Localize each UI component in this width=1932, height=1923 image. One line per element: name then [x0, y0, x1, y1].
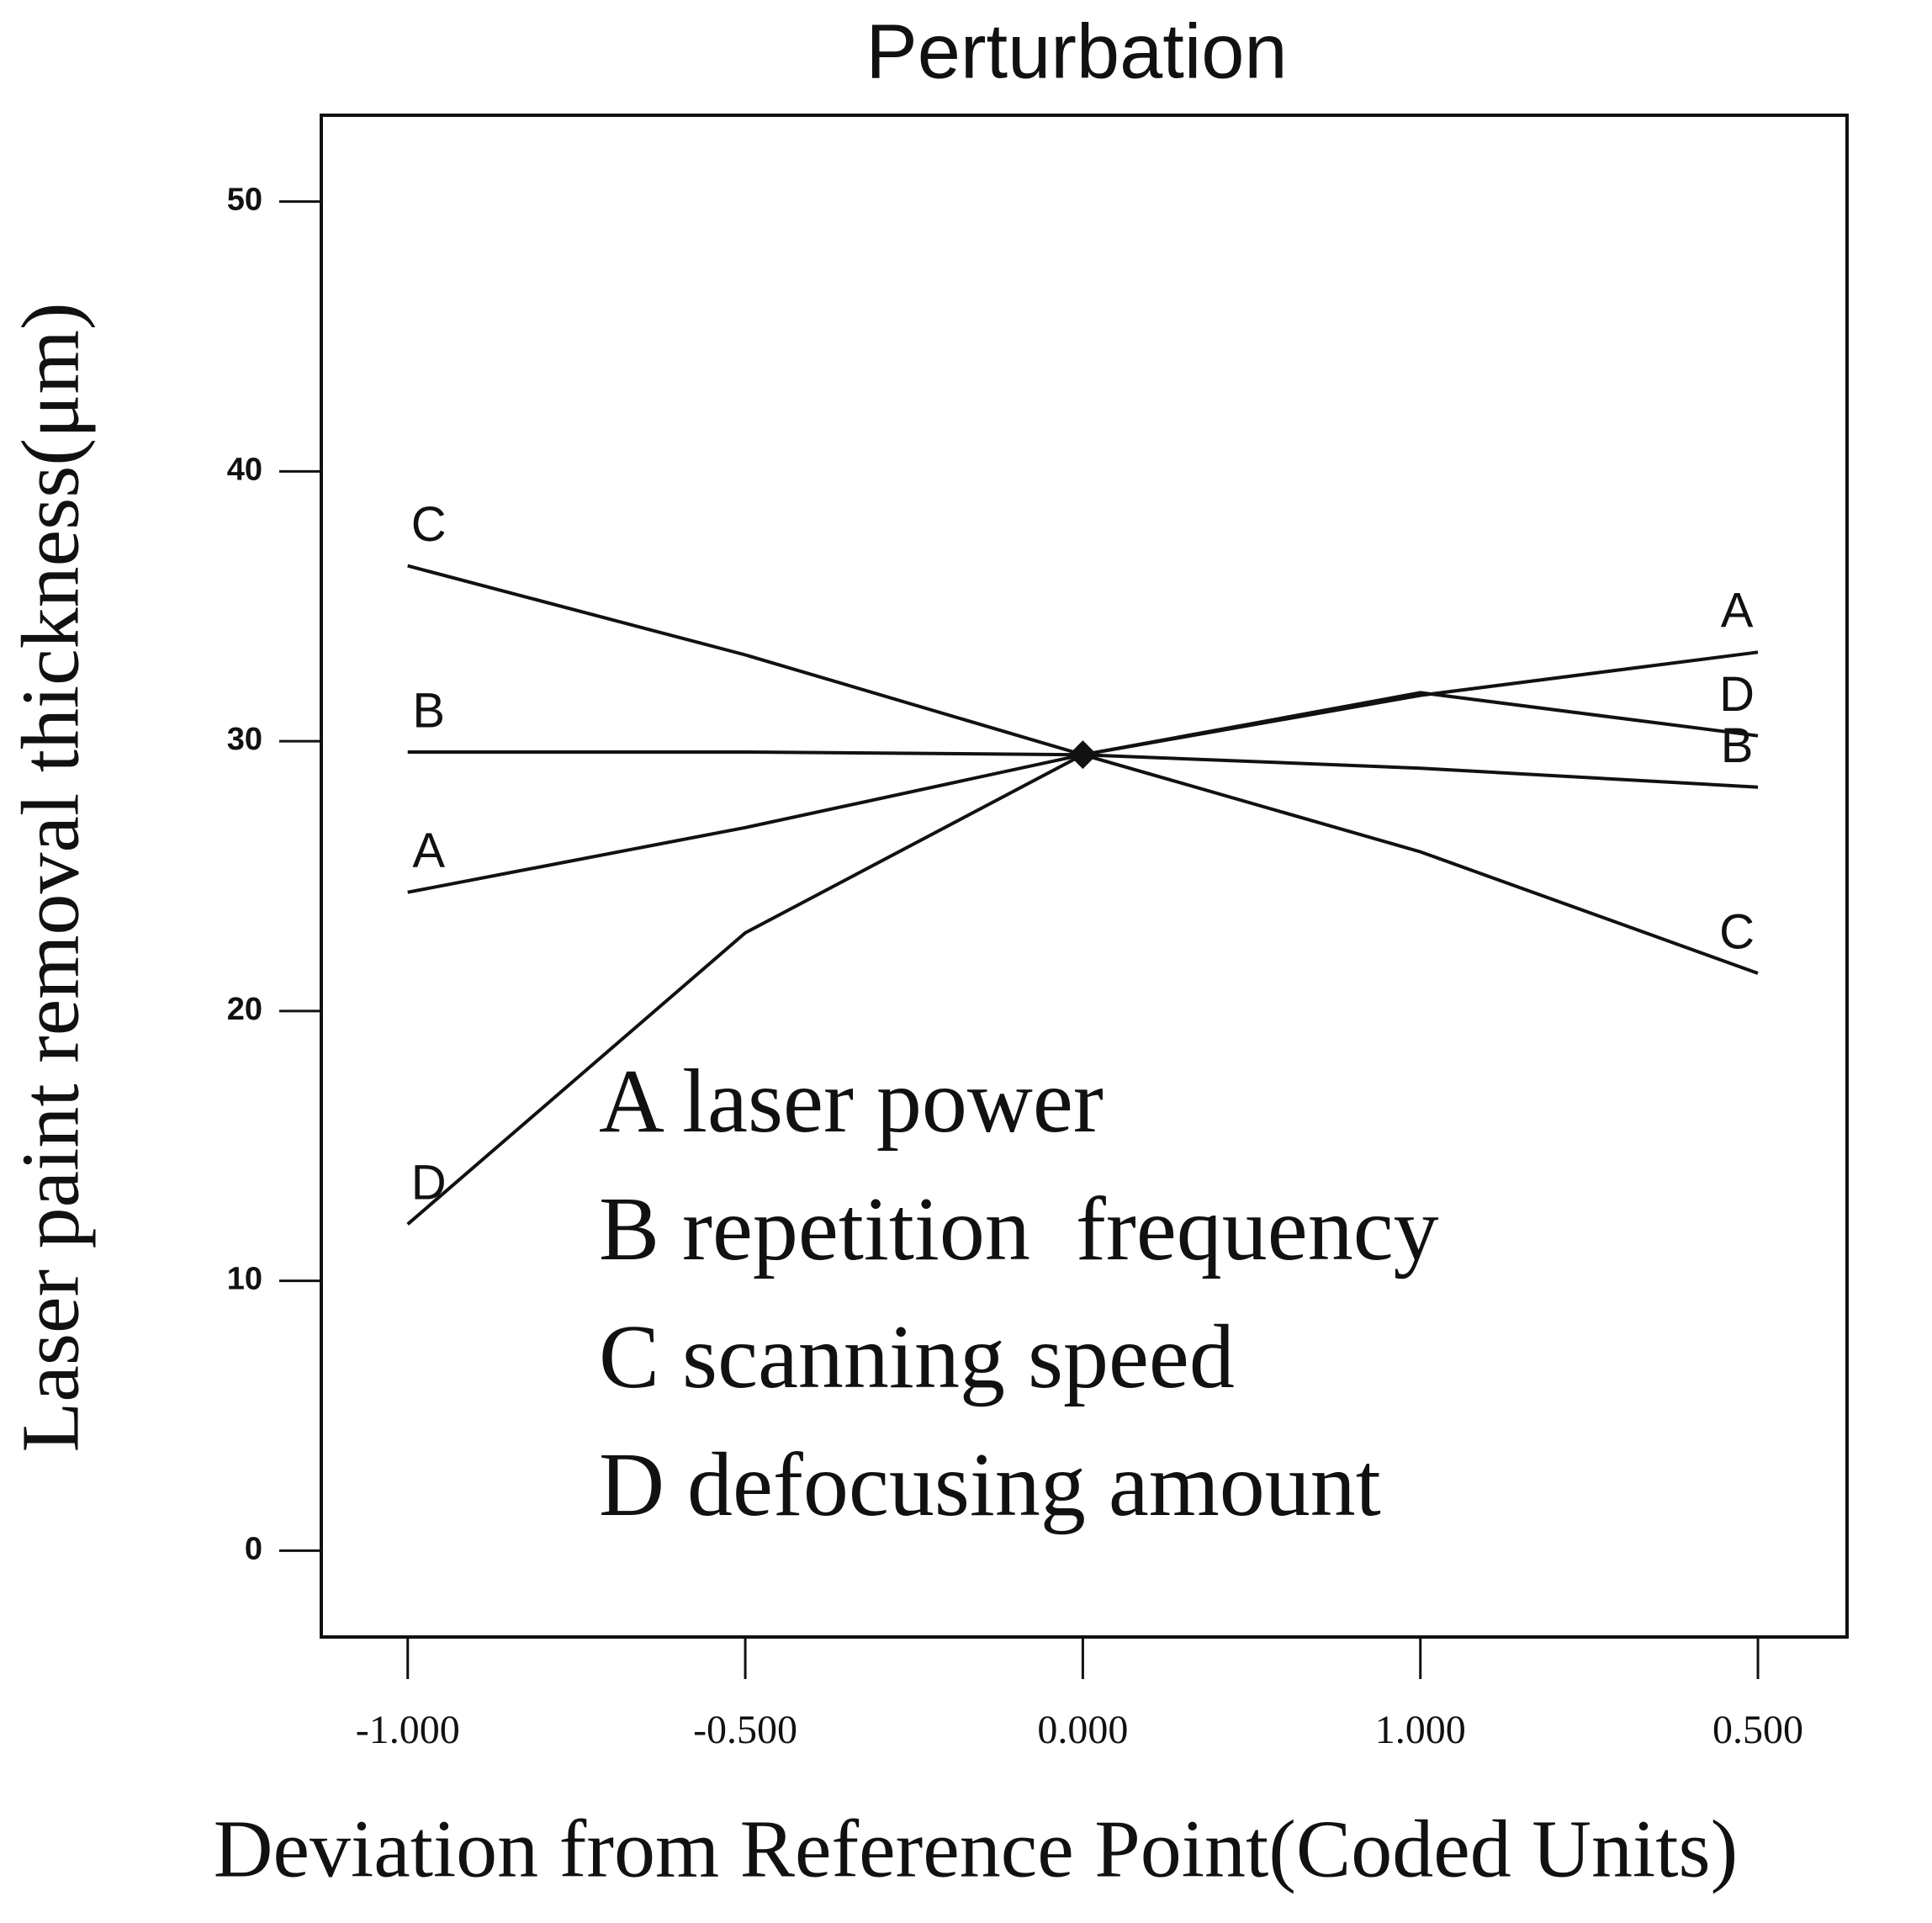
y-tick-label: 0: [245, 1531, 262, 1566]
x-tick-label: -0.500: [693, 1708, 797, 1752]
y-tick-label: 30: [227, 722, 262, 757]
y-tick-label: 40: [227, 452, 262, 487]
series-line: [407, 564, 1759, 975]
series-end-label: C: [1719, 904, 1755, 959]
series-end-label: D: [411, 1156, 447, 1210]
x-tick-label: 0.500: [1712, 1708, 1803, 1752]
legend-entry: A laser power: [599, 1052, 1104, 1152]
reference-point: [1068, 740, 1098, 770]
legend-entry: D defocusing amount: [599, 1435, 1381, 1535]
y-tick-label: 50: [227, 183, 262, 218]
y-tick-label: 10: [227, 1262, 262, 1297]
series-end-label: A: [412, 824, 445, 878]
series-end-label: B: [1721, 718, 1754, 773]
y-axis-label: Laser paint removal thickness(μm): [5, 303, 96, 1453]
y-tick-label: 20: [227, 992, 262, 1027]
x-tick-label: 1.000: [1375, 1708, 1466, 1752]
x-tick-label: 0.000: [1037, 1708, 1128, 1752]
chart-title: Perturbation: [865, 8, 1287, 94]
series-line: [407, 650, 1759, 894]
legend-entry: C scanning speed: [599, 1307, 1235, 1407]
series-end-label: D: [1719, 667, 1755, 722]
legend-entry: B repetition frequency: [599, 1179, 1439, 1279]
x-tick-label: -1.000: [356, 1708, 460, 1752]
x-axis-label: Deviation from Reference Point(Coded Uni…: [214, 1804, 1739, 1894]
plot-frame: [320, 114, 1849, 1639]
series-end-label: B: [412, 683, 445, 738]
series-end-label: A: [1721, 584, 1754, 638]
series-end-label: C: [411, 497, 447, 552]
